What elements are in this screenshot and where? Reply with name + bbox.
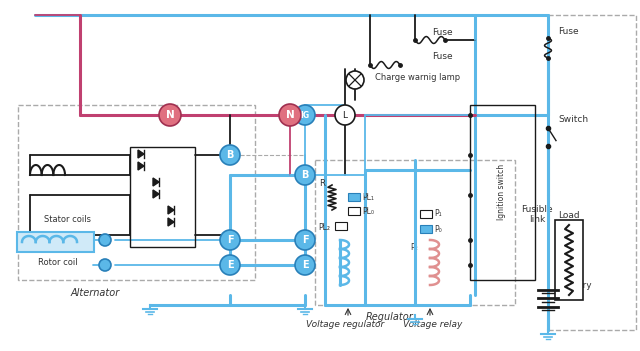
Text: Load: Load — [558, 211, 580, 219]
Circle shape — [279, 104, 301, 126]
Polygon shape — [138, 162, 144, 170]
Text: Fuse: Fuse — [432, 52, 452, 61]
Text: P₂: P₂ — [410, 244, 418, 252]
Bar — [335, 222, 347, 230]
Text: Alternator: Alternator — [70, 288, 120, 298]
Text: L: L — [342, 111, 348, 119]
Circle shape — [335, 105, 355, 125]
Polygon shape — [168, 206, 174, 214]
Circle shape — [99, 234, 111, 246]
Bar — [348, 207, 360, 215]
Bar — [130, 147, 195, 247]
Text: Rotor coil: Rotor coil — [38, 258, 78, 267]
Text: Regulator: Regulator — [366, 312, 414, 322]
Text: B: B — [227, 150, 234, 160]
Polygon shape — [168, 218, 174, 226]
Text: P₀: P₀ — [434, 225, 442, 233]
Text: Fuse: Fuse — [558, 27, 579, 37]
Text: Voltage regulator: Voltage regulator — [306, 320, 384, 329]
Bar — [348, 193, 360, 201]
Text: Switch: Switch — [558, 115, 588, 125]
Polygon shape — [153, 178, 159, 186]
Circle shape — [295, 230, 315, 250]
Circle shape — [295, 105, 315, 125]
Text: F: F — [227, 235, 234, 245]
Bar — [555, 220, 583, 300]
Circle shape — [220, 255, 240, 275]
Text: E: E — [227, 260, 234, 270]
Text: N: N — [166, 110, 174, 120]
Text: PL₁: PL₁ — [362, 192, 374, 201]
FancyBboxPatch shape — [17, 232, 94, 252]
Text: B: B — [301, 170, 308, 180]
Circle shape — [99, 259, 111, 271]
Circle shape — [220, 145, 240, 165]
Text: Fusible
link: Fusible link — [521, 205, 553, 224]
Circle shape — [346, 71, 364, 89]
Text: P₁: P₁ — [434, 210, 442, 219]
Text: IG: IG — [300, 111, 310, 119]
Circle shape — [220, 230, 240, 250]
Circle shape — [295, 255, 315, 275]
Bar — [420, 225, 432, 233]
Polygon shape — [153, 190, 159, 198]
Text: Stator coils: Stator coils — [45, 215, 92, 224]
Text: N: N — [285, 110, 294, 120]
Text: F: F — [301, 235, 308, 245]
Text: PL₀: PL₀ — [362, 206, 374, 216]
Bar — [420, 210, 432, 218]
Text: PL₂: PL₂ — [318, 224, 330, 232]
Text: R: R — [319, 179, 325, 187]
Circle shape — [295, 165, 315, 185]
Text: Ignition switch: Ignition switch — [497, 164, 506, 220]
Text: Fuse: Fuse — [432, 28, 452, 37]
Polygon shape — [138, 150, 144, 158]
Text: Charge warnig lamp: Charge warnig lamp — [375, 73, 460, 82]
Text: E: E — [301, 260, 308, 270]
Text: Battery: Battery — [558, 280, 591, 290]
Text: Voltage relay: Voltage relay — [403, 320, 463, 329]
Bar — [470, 105, 535, 280]
Circle shape — [159, 104, 181, 126]
